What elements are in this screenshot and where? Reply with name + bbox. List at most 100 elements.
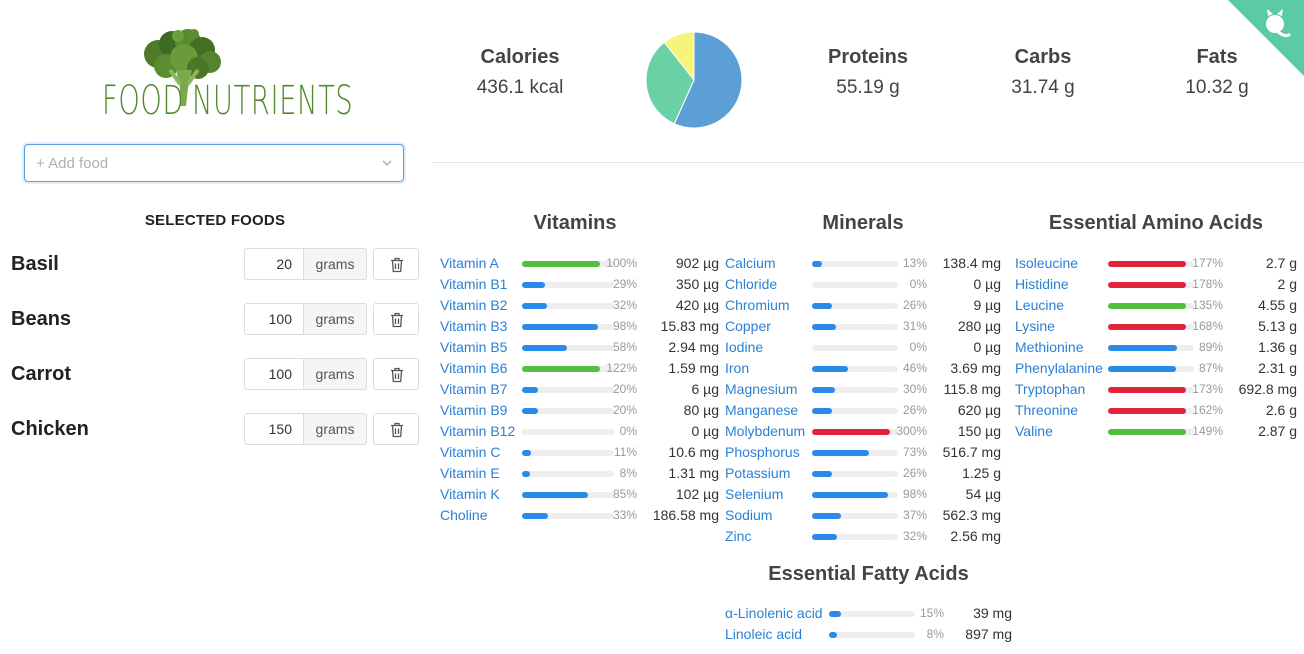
delete-food-button[interactable] <box>373 303 419 335</box>
nutrient-bar-track <box>812 408 898 414</box>
fats-label: Fats <box>1196 46 1238 68</box>
nutrient-link[interactable]: Vitamin B3 <box>440 318 508 334</box>
nutrient-row-vitamin-k: Vitamin K 85% 102 µg <box>440 486 720 507</box>
nutrient-bar-track <box>522 450 614 456</box>
nutrient-amount: 2.94 mg <box>668 339 719 355</box>
nutrient-link[interactable]: Vitamin B12 <box>440 423 516 439</box>
nutrient-link[interactable]: Vitamin C <box>440 444 501 460</box>
nutrient-link[interactable]: Phenylalanine <box>1015 360 1103 376</box>
food-row: Chicken grams <box>0 413 430 447</box>
nutrient-link[interactable]: Vitamin B5 <box>440 339 508 355</box>
nutrient-link[interactable]: Vitamin B1 <box>440 276 508 292</box>
trash-icon <box>391 312 403 328</box>
nutrient-link[interactable]: Potassium <box>725 465 791 481</box>
nutrient-link[interactable]: Vitamin A <box>440 255 499 271</box>
nutrient-link[interactable]: Tryptophan <box>1015 381 1086 397</box>
nutrient-percent: 0% <box>619 424 637 438</box>
nutrient-amount: 2.56 mg <box>950 528 1001 544</box>
nutrient-link[interactable]: Molybdenum <box>725 423 806 439</box>
nutrient-row-vitamin-b6: Vitamin B6 122% 1.59 mg <box>440 360 720 381</box>
food-row: Basil grams <box>0 248 430 282</box>
nutrient-link[interactable]: Copper <box>725 318 771 334</box>
nutrient-percent: 178% <box>1192 277 1223 291</box>
nutrient-link[interactable]: Linoleic acid <box>725 626 803 642</box>
nutrient-amount: 0 µg <box>973 339 1001 355</box>
nutrient-link[interactable]: Chloride <box>725 276 778 292</box>
nutrient-row-threonine: Threonine 162% 2.6 g <box>1015 402 1300 423</box>
nutrient-row-manganese: Manganese 26% 620 µg <box>725 402 1005 423</box>
pie-slice-carbs <box>645 41 695 125</box>
food-unit-label: grams <box>303 248 367 280</box>
nutrient-bar-fill <box>1108 429 1186 435</box>
nutrient-link[interactable]: Vitamin B2 <box>440 297 508 313</box>
github-corner-link[interactable] <box>1228 0 1304 76</box>
nutrient-bar-fill <box>829 632 837 638</box>
nutrient-bar-fill <box>522 366 600 372</box>
nutrient-amount: 9 µg <box>973 297 1001 313</box>
nutrient-link[interactable]: Manganese <box>725 402 799 418</box>
nutrient-bar-track <box>812 429 898 435</box>
nutrient-bar-track <box>1108 324 1194 330</box>
nutrient-amount: 54 µg <box>965 486 1001 502</box>
nutrient-link[interactable]: Calcium <box>725 255 776 271</box>
nutrient-bar-fill <box>522 408 538 414</box>
nutrient-link[interactable]: Iron <box>725 360 750 376</box>
nutrient-link[interactable]: Vitamin E <box>440 465 500 481</box>
nutrient-amount: 2.31 g <box>1258 360 1297 376</box>
nutrient-bar-track <box>522 471 614 477</box>
delete-food-button[interactable] <box>373 413 419 445</box>
delete-food-button[interactable] <box>373 358 419 390</box>
proteins-value: 55.19 g <box>836 77 900 98</box>
nutrient-link[interactable]: Leucine <box>1015 297 1065 313</box>
nutrient-bar-track <box>829 632 915 638</box>
food-quantity-input[interactable] <box>244 248 304 280</box>
nutrient-bar-fill <box>812 303 832 309</box>
nutrient-link[interactable]: Vitamin K <box>440 486 500 502</box>
nutrient-link[interactable]: Magnesium <box>725 381 798 397</box>
nutrient-percent: 85% <box>612 487 637 501</box>
nutrient-link[interactable]: Methionine <box>1015 339 1084 355</box>
nutrient-bar-fill <box>812 471 832 477</box>
nutrient-link[interactable]: Vitamin B6 <box>440 360 508 376</box>
nutrient-amount: 1.25 g <box>962 465 1001 481</box>
nutrient-bar-fill <box>812 513 841 519</box>
nutrient-link[interactable]: Iodine <box>725 339 764 355</box>
nutrient-bar-track <box>522 345 614 351</box>
nutrient-amount: 150 µg <box>957 423 1001 439</box>
nutrient-link[interactable]: Sodium <box>725 507 773 523</box>
nutrient-percent: 20% <box>612 403 637 417</box>
nutrient-amount: 6 µg <box>691 381 719 397</box>
nutrient-link[interactable]: Vitamin B7 <box>440 381 508 397</box>
nutrient-bar-fill <box>522 324 598 330</box>
food-quantity-input[interactable] <box>244 413 304 445</box>
nutrient-row-vitamin-b12: Vitamin B12 0% 0 µg <box>440 423 720 444</box>
nutrient-link[interactable]: Valine <box>1015 423 1053 439</box>
nutrient-bar-fill <box>1108 387 1186 393</box>
nutrient-link[interactable]: Chromium <box>725 297 790 313</box>
food-name: Chicken <box>11 418 89 440</box>
nutrient-link[interactable]: Lysine <box>1015 318 1055 334</box>
nutrient-link[interactable]: Selenium <box>725 486 784 502</box>
nutrient-amount: 0 µg <box>691 423 719 439</box>
nutrient-bar-fill <box>829 611 841 617</box>
nutrient-row-vitamin-b3: Vitamin B3 98% 15.83 mg <box>440 318 720 339</box>
nutrient-link[interactable]: Isoleucine <box>1015 255 1079 271</box>
nutrient-link[interactable]: α-Linolenic acid <box>725 605 823 621</box>
nutrient-link[interactable]: Zinc <box>725 528 752 544</box>
nutrient-link[interactable]: Histidine <box>1015 276 1069 292</box>
nutrient-row-tryptophan: Tryptophan 173% 692.8 mg <box>1015 381 1300 402</box>
nutrient-link[interactable]: Phosphorus <box>725 444 800 460</box>
nutrient-amount: 2.6 g <box>1265 402 1297 418</box>
nutrient-link[interactable]: Vitamin B9 <box>440 402 508 418</box>
delete-food-button[interactable] <box>373 248 419 280</box>
nutrient-link[interactable]: Choline <box>440 507 488 523</box>
nutrient-percent: 31% <box>902 319 927 333</box>
nutrient-link[interactable]: Threonine <box>1015 402 1079 418</box>
nutrient-bar-fill <box>1108 261 1186 267</box>
proteins-label: Proteins <box>827 46 909 68</box>
food-quantity-input[interactable] <box>244 358 304 390</box>
nutrient-bar-fill <box>522 450 531 456</box>
food-quantity-input[interactable] <box>244 303 304 335</box>
add-food-select[interactable]: + Add food <box>24 144 404 182</box>
nutrient-row-chloride: Chloride 0% 0 µg <box>725 276 1005 297</box>
